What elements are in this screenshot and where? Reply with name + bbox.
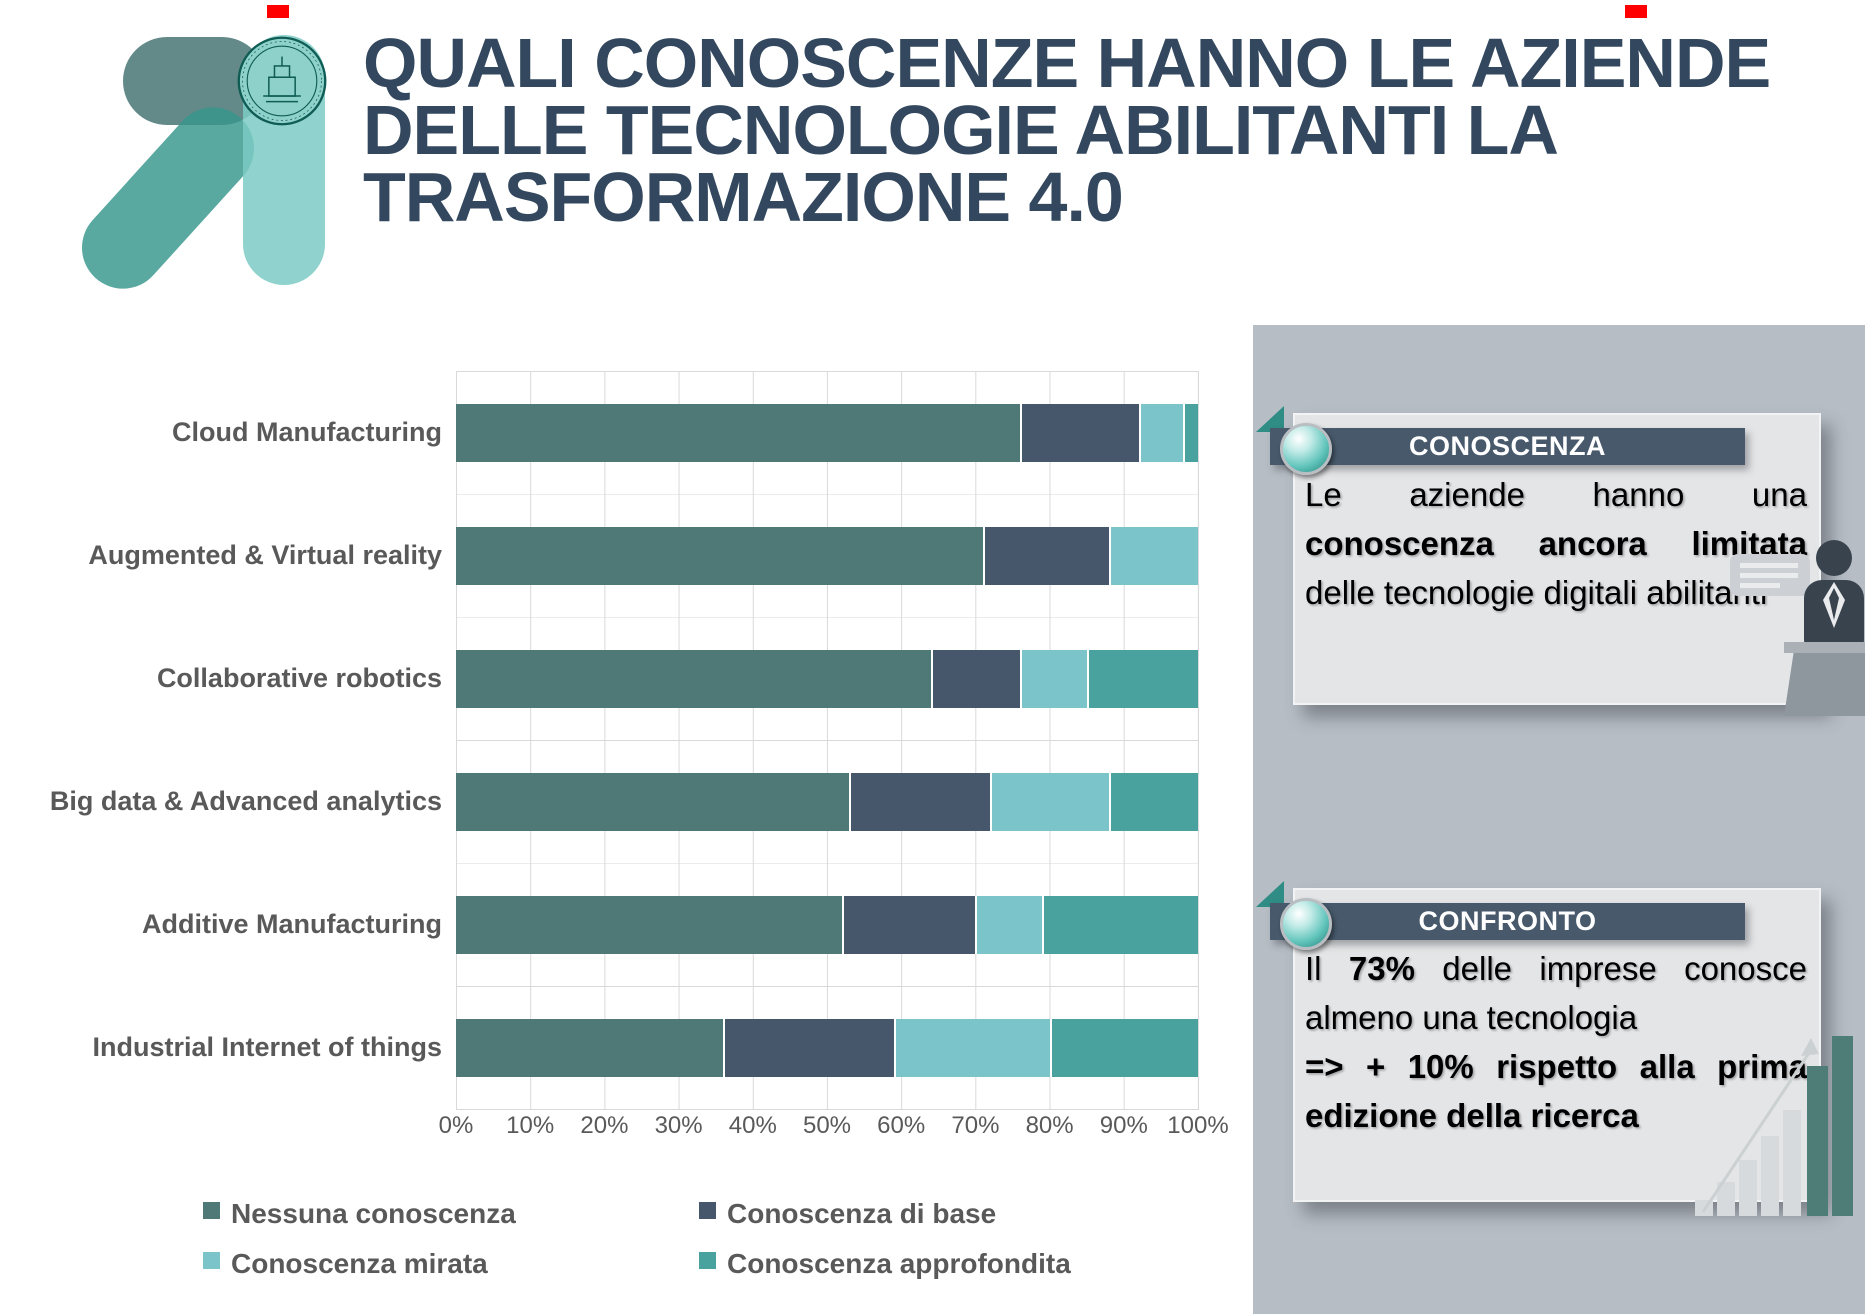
bar-segment bbox=[723, 1018, 894, 1077]
callout-confronto-header: CONFRONTO bbox=[1270, 903, 1745, 940]
bar-segment bbox=[1049, 1018, 1198, 1077]
category-label: Augmented & Virtual reality bbox=[88, 540, 442, 570]
bar-segment bbox=[1019, 649, 1087, 708]
legend-item: Conoscenza approfondita bbox=[699, 1248, 1071, 1280]
conoscenza-text-bold: conoscenza ancora limitata bbox=[1305, 525, 1807, 562]
speaker-person-icon bbox=[1730, 540, 1865, 716]
red-marker-left bbox=[267, 5, 289, 18]
bar-segment bbox=[456, 526, 983, 585]
bar-row bbox=[456, 1018, 1198, 1077]
glossy-sphere-icon bbox=[1280, 898, 1332, 950]
x-tick-label: 100% bbox=[1167, 1112, 1229, 1139]
bar-segment bbox=[1108, 772, 1198, 831]
bar-segment bbox=[456, 649, 931, 708]
bar-segment bbox=[1138, 403, 1184, 462]
bar-segment bbox=[982, 526, 1109, 585]
university-seal-icon bbox=[237, 36, 327, 126]
legend-swatch-icon bbox=[203, 1202, 220, 1219]
legend-item: Nessuna conoscenza bbox=[203, 1198, 699, 1230]
stacked-bar-chart bbox=[456, 371, 1199, 1110]
chart-legend: Nessuna conoscenza Conoscenza di base Cono… bbox=[203, 1198, 1071, 1280]
bar-segment bbox=[1019, 403, 1139, 462]
bar-segment bbox=[893, 1018, 1050, 1077]
category-label: Industrial Internet of things bbox=[92, 1032, 443, 1062]
x-tick-label: 70% bbox=[951, 1112, 1000, 1139]
x-tick-label: 10% bbox=[506, 1112, 555, 1139]
bar-row bbox=[456, 526, 1198, 585]
bar-segment bbox=[456, 1018, 724, 1077]
legend-item: Conoscenza di base bbox=[699, 1198, 1071, 1230]
bar-segment bbox=[1108, 526, 1198, 585]
x-tick-label: 20% bbox=[580, 1112, 629, 1139]
category-label: Collaborative robotics bbox=[156, 663, 442, 693]
title-line-2: DELLE TECNOLOGIE ABILITANTI LA bbox=[363, 91, 1559, 169]
callout-conoscenza-text: Le aziende hanno una conoscenza ancora l… bbox=[1305, 470, 1807, 617]
legend-label: Conoscenza approfondita bbox=[727, 1248, 1071, 1279]
bar-segment bbox=[975, 895, 1043, 954]
confronto-p1-bold: 73% bbox=[1348, 950, 1415, 987]
legend-item: Conoscenza mirata bbox=[203, 1248, 699, 1280]
title-line-1: QUALI CONOSCENZE HANNO LE AZIENDE bbox=[363, 24, 1771, 102]
x-tick-label: 30% bbox=[654, 1112, 703, 1139]
legend-swatch-icon bbox=[699, 1252, 716, 1269]
bar-row bbox=[456, 895, 1198, 954]
growth-chart-icon bbox=[1695, 1036, 1853, 1216]
x-tick-label: 60% bbox=[877, 1112, 926, 1139]
confronto-p1-after: delle imprese conosce almeno una tecnolo… bbox=[1305, 950, 1807, 1036]
chart-category-labels: Cloud Manufacturing Augmented & Virtual r… bbox=[0, 371, 442, 1109]
slide-title: QUALI CONOSCENZE HANNO LE AZIENDE DELLE … bbox=[363, 24, 1771, 236]
conoscenza-text-after: delle tecnologie digitali abilitanti bbox=[1305, 574, 1768, 611]
bar-segment bbox=[849, 772, 991, 831]
glossy-sphere-icon bbox=[1280, 423, 1332, 475]
bar-row bbox=[456, 649, 1198, 708]
red-marker-right bbox=[1625, 5, 1647, 18]
confronto-p2-bold: => + 10% rispetto alla prima edizione de… bbox=[1305, 1048, 1807, 1134]
legend-label: Nessuna conoscenza bbox=[231, 1198, 516, 1229]
conoscenza-text-before: Le aziende hanno una bbox=[1305, 476, 1807, 513]
confronto-p1-before: Il bbox=[1305, 950, 1349, 987]
callout-conoscenza-header: CONOSCENZA bbox=[1270, 428, 1745, 465]
legend-label: Conoscenza di base bbox=[727, 1198, 997, 1229]
legend-swatch-icon bbox=[699, 1202, 716, 1219]
category-label: Cloud Manufacturing bbox=[172, 417, 442, 447]
fold-corner-icon bbox=[1256, 406, 1284, 432]
chart-x-axis: 0% 10% 20% 30% 40% 50% 60% 70% 80% 90% 100% bbox=[439, 1112, 1229, 1146]
fold-corner-icon bbox=[1256, 881, 1284, 907]
x-tick-label: 80% bbox=[1025, 1112, 1074, 1139]
bar-segment bbox=[841, 895, 976, 954]
legend-swatch-icon bbox=[203, 1252, 220, 1269]
bar-segment bbox=[990, 772, 1109, 831]
bar-segment bbox=[456, 772, 850, 831]
bar-segment bbox=[1086, 649, 1198, 708]
x-tick-label: 50% bbox=[802, 1112, 852, 1139]
x-tick-label: 0% bbox=[438, 1112, 474, 1139]
category-label: Big data & Advanced analytics bbox=[49, 786, 442, 816]
lab-logo bbox=[65, 10, 340, 306]
category-label: Additive Manufacturing bbox=[141, 909, 442, 939]
bar-segment bbox=[930, 649, 1020, 708]
callout-confronto bbox=[1293, 888, 1821, 1202]
bar-segment bbox=[1042, 895, 1198, 954]
callout-confronto-text: Il 73% delle imprese conosce almeno una … bbox=[1305, 944, 1807, 1140]
legend-label: Conoscenza mirata bbox=[231, 1248, 488, 1279]
title-line-3: TRASFORMAZIONE 4.0 bbox=[363, 158, 1124, 236]
bar-row bbox=[456, 772, 1198, 831]
bar-segment bbox=[456, 403, 1020, 462]
bar-segment bbox=[456, 895, 842, 954]
x-tick-label: 90% bbox=[1099, 1112, 1148, 1139]
x-tick-label: 40% bbox=[728, 1112, 777, 1139]
bar-row bbox=[456, 403, 1198, 462]
bar-segment bbox=[1183, 403, 1198, 462]
